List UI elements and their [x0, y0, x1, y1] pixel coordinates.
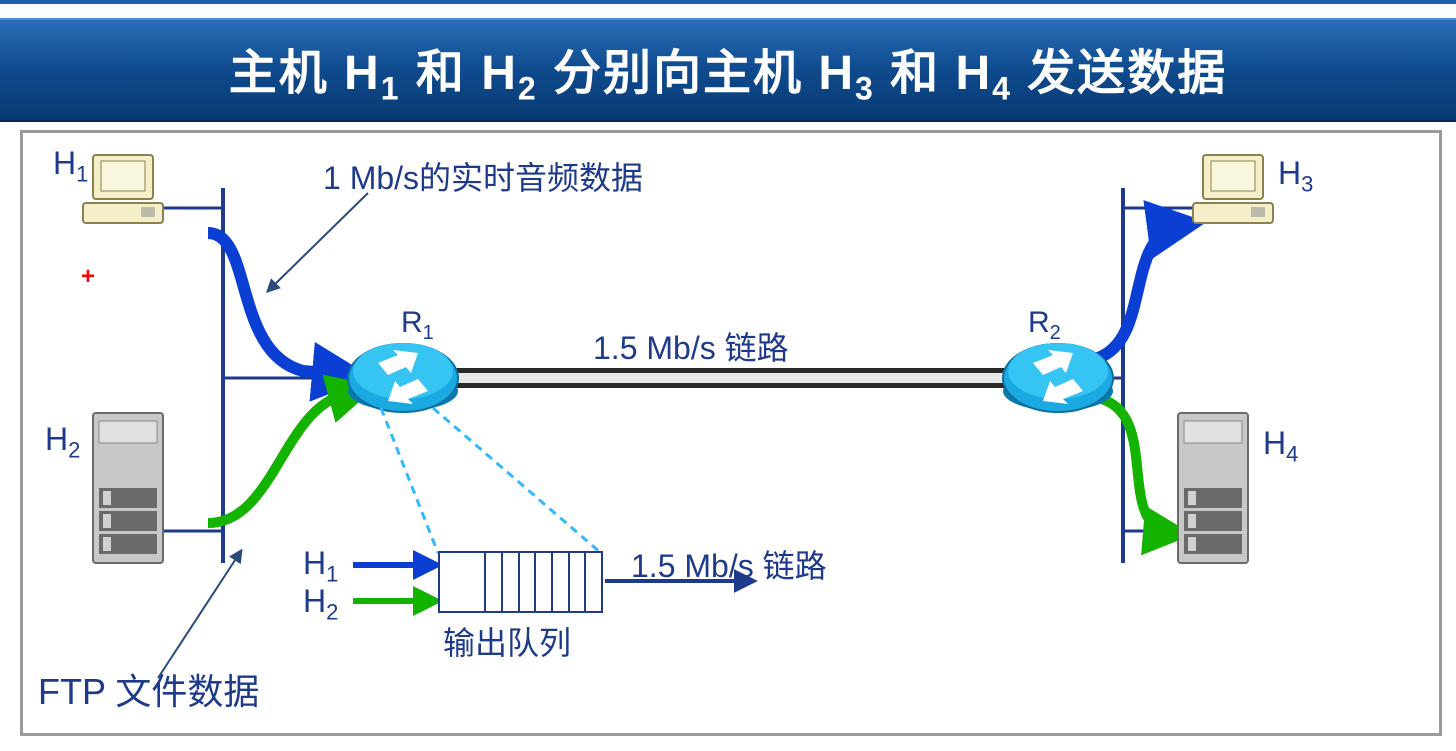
callout-dash-left [381, 408, 438, 553]
title-and-2: 和 [875, 47, 956, 100]
audio-data-label: 1 Mb/s的实时音频数据 [323, 153, 643, 199]
queue-empty-space [440, 553, 484, 611]
title-part-1: 主机 [229, 47, 344, 100]
h3-label: H3 [1278, 155, 1313, 197]
flow-h2-to-r1 [208, 391, 358, 523]
router-r2 [1003, 343, 1113, 412]
queue-slot [584, 553, 601, 611]
h1-label: H1 [53, 145, 88, 187]
queue-slot [568, 553, 585, 611]
link-rate-top-label: 1.5 Mb/s 链路 [593, 323, 789, 369]
flow-h1-to-r1 [208, 233, 348, 375]
title-part-2: 分别向主机 [538, 47, 819, 100]
r2-label: R2 [1028, 306, 1061, 345]
router-r1 [348, 343, 458, 412]
plus-marker: + [81, 263, 95, 291]
flow-r2-to-h3 [1098, 225, 1183, 358]
output-queue-label: 输出队列 [443, 618, 571, 664]
queue-slot [518, 553, 535, 611]
host-h2-icon [93, 413, 163, 563]
title-part-3: 发送数据 [1012, 47, 1227, 100]
title-h2: H2 [481, 47, 537, 100]
network-diagram: H1 H2 H3 H4 R1 R2 1 Mb/s的实时音频数据 1.5 Mb/s… [20, 130, 1442, 736]
slide-title-text: 主机 H1 和 H2 分别向主机 H3 和 H4 发送数据 [229, 33, 1228, 108]
h2-label: H2 [45, 421, 80, 463]
slide-title-bar: 主机 H1 和 H2 分别向主机 H3 和 H4 发送数据 [0, 18, 1456, 122]
host-h4-icon [1178, 413, 1248, 563]
queue-slot [551, 553, 568, 611]
host-h1-icon [83, 155, 163, 223]
callout-dash-right [433, 408, 601, 553]
flow-r2-to-h4 [1098, 398, 1173, 533]
ftp-pointer [158, 551, 241, 678]
queue-slot [501, 553, 518, 611]
ftp-data-label: FTP 文件数据 [38, 663, 259, 715]
title-h4: H4 [956, 47, 1012, 100]
audio-pointer [268, 193, 368, 291]
queue-h1-label: H1 [303, 545, 338, 587]
queue-slot [484, 553, 501, 611]
title-h1: H1 [344, 47, 400, 100]
r1-label: R1 [401, 306, 434, 345]
output-queue-box [438, 551, 603, 613]
h4-label: H4 [1263, 425, 1298, 467]
top-border-accent [0, 0, 1456, 4]
slide-page: 主机 H1 和 H2 分别向主机 H3 和 H4 发送数据 [0, 0, 1456, 751]
link-rate-queue-label: 1.5 Mb/s 链路 [631, 541, 827, 587]
title-h3: H3 [818, 47, 874, 100]
host-h3-icon [1193, 155, 1273, 223]
diagram-svg [23, 133, 1439, 733]
title-and-1: 和 [401, 47, 482, 100]
queue-slot [534, 553, 551, 611]
queue-h2-label: H2 [303, 583, 338, 625]
